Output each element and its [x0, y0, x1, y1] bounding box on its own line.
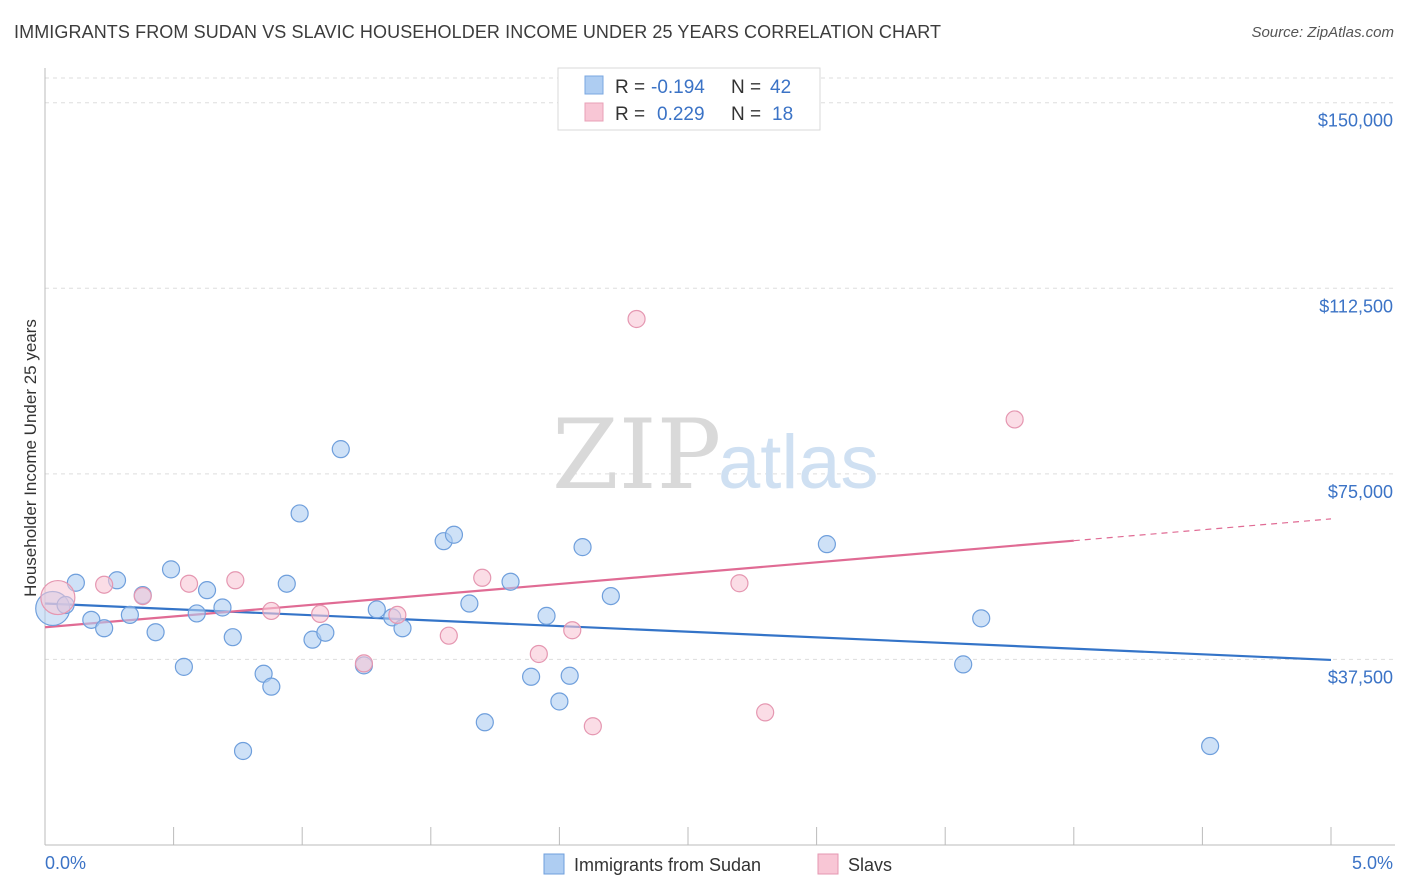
point-slavs-0 — [40, 579, 76, 616]
x-tick-labels: 0.0% 5.0% — [45, 853, 1393, 873]
x-tick-label-min: 0.0% — [45, 853, 86, 873]
point-sudan-37 — [601, 586, 620, 606]
watermark-atlas: atlas — [718, 420, 879, 505]
point-slavs-7 — [354, 654, 374, 673]
bottom-legend-label-sudan: Immigrants from Sudan — [574, 855, 761, 875]
point-sudan-17 — [262, 677, 281, 696]
point-sudan-15 — [233, 741, 253, 761]
legend-n-label-sudan: N = — [731, 77, 761, 98]
point-sudan-4 — [95, 619, 114, 638]
legend-n-value-sudan: 42 — [770, 77, 791, 98]
legend-r-label-sudan: R = — [615, 77, 645, 98]
point-slavs-16 — [756, 703, 775, 722]
point-slavs-11 — [529, 644, 548, 664]
point-sudan-9 — [161, 560, 181, 579]
point-slavs-10 — [473, 568, 492, 587]
point-sudan-40 — [972, 609, 991, 628]
bottom-legend-swatch-slavs — [817, 853, 839, 875]
legend-r-label-slavs: R = — [615, 104, 645, 125]
chart-source: Source: ZipAtlas.com — [1251, 24, 1394, 41]
legend-swatch-slavs — [584, 102, 604, 122]
point-sudan-21 — [316, 623, 335, 642]
legend-n-label-slavs: N = — [731, 104, 761, 125]
point-sudan-3 — [82, 610, 101, 629]
chart-title: IMMIGRANTS FROM SUDAN VS SLAVIC HOUSEHOL… — [14, 22, 942, 42]
point-slavs-8 — [388, 605, 407, 625]
point-sudan-24 — [367, 600, 386, 619]
point-sudan-12 — [197, 581, 217, 600]
trend-line-0 — [44, 602, 1332, 662]
y-tick-label-2: $112,500 — [1319, 296, 1393, 316]
legend-n-value-slavs: 18 — [772, 104, 793, 125]
point-sudan-36 — [573, 538, 592, 557]
point-sudan-28 — [444, 525, 464, 544]
point-sudan-29 — [460, 594, 479, 613]
point-slavs-12 — [563, 621, 582, 640]
grid-lines — [45, 77, 1395, 660]
point-sudan-11 — [187, 604, 206, 623]
legend-bottom: Immigrants from Sudan Slavs — [543, 853, 892, 875]
point-sudan-8 — [146, 623, 165, 642]
legend-top: R = -0.194 N = 42 R = 0.229 N = 18 — [557, 67, 821, 131]
point-slavs-4 — [226, 571, 245, 590]
y-tick-labels: $37,500 $75,000 $112,500 $150,000 — [1318, 111, 1393, 688]
point-sudan-19 — [290, 504, 309, 523]
bottom-legend-swatch-sudan — [543, 853, 565, 875]
point-slavs-1 — [95, 575, 114, 594]
y-tick-label-1: $75,000 — [1328, 482, 1393, 502]
point-slavs-15 — [730, 574, 749, 593]
point-sudan-34 — [550, 692, 569, 711]
legend-r-value-sudan: -0.194 — [651, 77, 705, 98]
point-slavs-13 — [583, 717, 602, 736]
point-sudan-31 — [501, 572, 520, 591]
point-slavs-3 — [179, 574, 199, 593]
point-sudan-32 — [522, 667, 541, 686]
point-slavs-5 — [262, 601, 281, 621]
y-tick-label-0: $37,500 — [1328, 667, 1393, 687]
y-axis-label: Householder Income Under 25 years — [21, 319, 40, 597]
point-sudan-35 — [560, 666, 579, 685]
point-sudan-6 — [120, 605, 139, 625]
data-points — [35, 309, 1220, 761]
point-sudan-14 — [223, 628, 242, 647]
bottom-legend-label-slavs: Slavs — [848, 855, 892, 875]
watermark-zip: ZIP — [552, 399, 721, 511]
point-slavs-6 — [311, 604, 330, 624]
point-sudan-33 — [537, 606, 556, 625]
point-slavs-14 — [627, 309, 646, 329]
point-sudan-30 — [475, 713, 494, 732]
point-sudan-10 — [174, 657, 193, 676]
point-sudan-39 — [954, 655, 973, 674]
point-slavs-9 — [439, 626, 458, 645]
trend-line-dashed-1 — [1073, 518, 1332, 542]
point-slavs-2 — [133, 586, 152, 606]
point-sudan-13 — [213, 598, 232, 617]
point-sudan-22 — [331, 440, 350, 459]
point-slavs-17 — [1005, 410, 1024, 429]
y-tick-label-3: $150,000 — [1318, 111, 1393, 131]
watermark: ZIP atlas — [552, 399, 879, 511]
axes — [44, 68, 1395, 846]
point-sudan-18 — [277, 574, 296, 593]
point-sudan-38 — [817, 535, 836, 554]
legend-r-value-slavs: 0.229 — [657, 104, 705, 125]
point-sudan-41 — [1201, 736, 1220, 756]
legend-swatch-sudan — [584, 75, 604, 95]
x-tick-label-max: 5.0% — [1352, 853, 1393, 873]
